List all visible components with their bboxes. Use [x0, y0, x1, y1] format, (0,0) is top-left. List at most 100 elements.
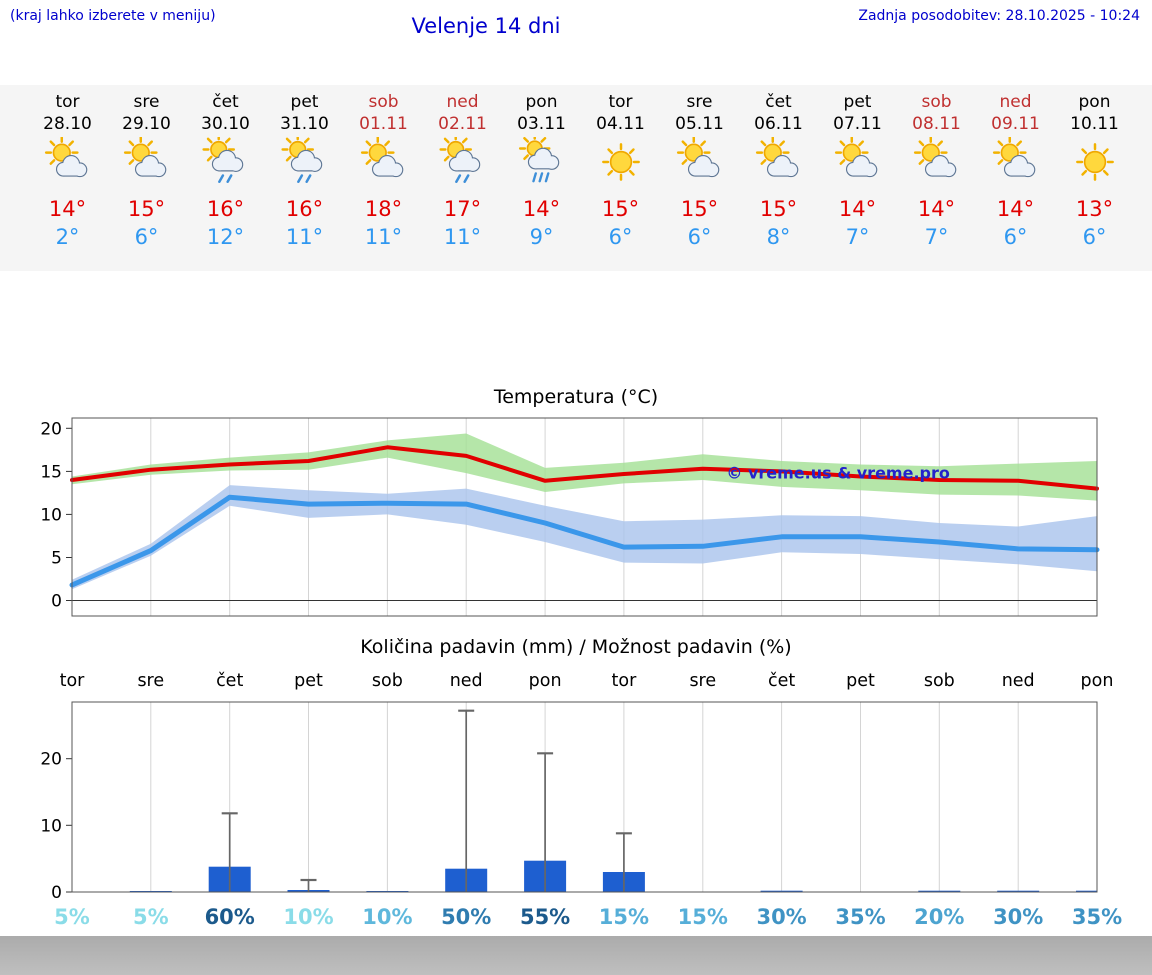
precip-probability: 55%: [520, 905, 570, 929]
forecast-day-column: tor 28.10 14° 2°: [28, 91, 107, 271]
temp-y-tick-label: 10: [40, 505, 62, 525]
weather-icon-wrap: [739, 135, 818, 193]
temp-min: 6°: [1082, 225, 1107, 249]
temp-y-tick-label: 0: [51, 592, 62, 612]
temp-min: 8°: [766, 225, 791, 249]
sun-cloud-icon: [44, 135, 87, 178]
day-name: čet: [212, 92, 239, 112]
sun-rain-icon: [280, 133, 322, 183]
temp-min: 11°: [285, 225, 324, 249]
day-name: ned: [999, 92, 1032, 112]
temp-max: 15°: [759, 197, 798, 221]
weather-icon-wrap: [976, 135, 1055, 193]
sun-cloud-icon: [913, 135, 956, 178]
last-update-label: Zadnja posodobitev: 28.10.2025 - 10:24: [858, 8, 1140, 24]
day-date: 06.11: [754, 114, 803, 134]
weather-icon-wrap: [265, 133, 344, 193]
temp-max: 16°: [206, 197, 245, 221]
weather-icon-wrap: [1055, 137, 1134, 193]
precip-probability: 10%: [283, 905, 333, 929]
precip-day-label: tor: [60, 671, 86, 691]
day-date: 07.11: [833, 114, 882, 134]
forecast-day-column: ned 09.11 14° 6°: [976, 91, 1055, 271]
sun-rain-icon: [438, 133, 480, 183]
temp-max: 14°: [48, 197, 87, 221]
day-date: 28.10: [43, 114, 92, 134]
precip-y-tick-label: 0: [51, 883, 62, 903]
footer-bar: [0, 936, 1152, 975]
precip-day-label: čet: [768, 671, 795, 691]
forecast-day-column: tor 04.11 15° 6°: [581, 91, 660, 271]
day-name: sre: [133, 92, 160, 112]
precip-y-tick-label: 10: [40, 816, 62, 836]
temp-y-tick-label: 20: [40, 419, 62, 439]
temp-max: 15°: [127, 197, 166, 221]
precip-day-label: sob: [924, 671, 955, 691]
day-date: 31.10: [280, 114, 329, 134]
temp-min: 6°: [1003, 225, 1028, 249]
precip-day-label: pet: [294, 671, 323, 691]
sun-heavy-rain-icon: [518, 132, 559, 183]
sun-cloud-icon: [123, 135, 166, 178]
watermark: © vreme.us & vreme.pro: [726, 463, 949, 482]
day-name: tor: [608, 92, 633, 112]
temp-max: 14°: [917, 197, 956, 221]
day-date: 05.11: [675, 114, 724, 134]
day-name: sre: [686, 92, 713, 112]
forecast-day-column: pon 03.11 14° 9°: [502, 91, 581, 271]
temp-y-tick-label: 15: [40, 462, 62, 482]
temperature-chart-title: Temperatura (°C): [493, 386, 659, 408]
sun-cloud-icon: [360, 135, 403, 178]
min-temperature-line: [69, 494, 1100, 588]
temp-min: 9°: [529, 225, 554, 249]
max-temperature-band: [72, 433, 1097, 501]
weather-icon-wrap: [660, 135, 739, 193]
precip-day-label: čet: [216, 671, 243, 691]
sun-cloud-icon: [834, 135, 877, 178]
precip-day-label: ned: [1002, 671, 1035, 691]
temp-min: 12°: [206, 225, 245, 249]
day-date: 01.11: [359, 114, 408, 134]
precip-bar: [918, 890, 961, 892]
day-date: 03.11: [517, 114, 566, 134]
weather-icon-wrap: [107, 135, 186, 193]
precip-probability: 10%: [362, 905, 412, 929]
precip-day-label: pet: [846, 671, 875, 691]
day-date: 10.11: [1070, 114, 1119, 134]
temp-max: 13°: [1075, 197, 1114, 221]
temp-max: 14°: [996, 197, 1035, 221]
forecast-day-column: čet 06.11 15° 8°: [739, 91, 818, 271]
forecast-day-column: sob 01.11 18° 11°: [344, 91, 423, 271]
precip-day-label: pon: [1081, 671, 1114, 691]
precip-probability: 35%: [835, 905, 885, 929]
temp-min: 11°: [364, 225, 403, 249]
day-date: 30.10: [201, 114, 250, 134]
forecast-strip: tor 28.10 14° 2° sre 29.10 15° 6° čet 30.10 16° 12°…: [0, 85, 1152, 271]
precip-day-label: pon: [529, 671, 562, 691]
precipitation-chart: tor sre čet pet sob ned pon tor sre čet pet sob ned p…: [40, 671, 1122, 929]
precip-bar: [1076, 890, 1097, 892]
forecast-day-column: sob 08.11 14° 7°: [897, 91, 976, 271]
day-name: sob: [921, 92, 952, 112]
day-name: pet: [843, 92, 872, 112]
weather-icon-wrap: [28, 135, 107, 193]
temp-max: 14°: [838, 197, 877, 221]
weather-icon-wrap: [502, 132, 581, 193]
day-date: 09.11: [991, 114, 1040, 134]
precip-probability: 50%: [441, 905, 491, 929]
temp-max: 14°: [522, 197, 561, 221]
forecast-day-column: sre 05.11 15° 6°: [660, 91, 739, 271]
weather-icon-wrap: [897, 135, 976, 193]
temp-min: 6°: [608, 225, 633, 249]
day-name: sob: [368, 92, 399, 112]
weather-icon-wrap: [344, 135, 423, 193]
precip-probability: 15%: [678, 905, 728, 929]
menu-hint-note: (kraj lahko izberete v meniju): [10, 8, 216, 24]
sun-icon: [601, 143, 640, 181]
precip-day-label: sre: [689, 671, 716, 691]
day-date: 02.11: [438, 114, 487, 134]
day-name: tor: [55, 92, 80, 112]
sun-rain-icon: [201, 133, 243, 183]
forecast-day-column: pon 10.11 13° 6°: [1055, 91, 1134, 271]
